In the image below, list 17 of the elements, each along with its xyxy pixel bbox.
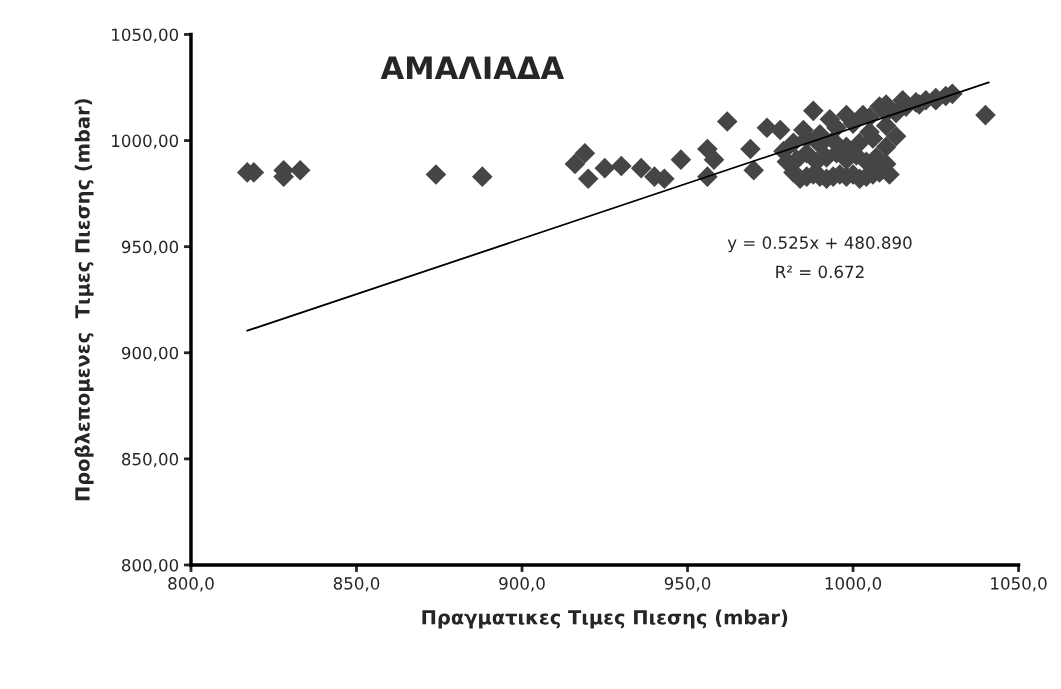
text: ΑΜΑΛΙΑΔΑ: [380, 56, 565, 79]
x-tick-label: 950,0: [664, 577, 711, 592]
y-tick-label: 850,00: [121, 452, 179, 468]
x-tick-label: 850,0: [333, 577, 380, 592]
x-axis-title: Πραγματικες Τιμες Πιεσης (mbar): [422, 609, 788, 629]
annotation: R² = 0.672: [776, 265, 864, 279]
y-tick-label: 800,00: [121, 558, 179, 574]
x-tick-label: 900,0: [499, 577, 545, 592]
y-axis-title: Προβλεπομενες Τιμες Πιεσης (mbar): [74, 99, 94, 501]
x-tick-label: 800,0: [168, 577, 214, 592]
annotation: y = 0.525x + 480.890: [727, 236, 912, 253]
y-tick-label: 1000,00: [112, 134, 179, 149]
x-tick-label: 1050,0: [991, 577, 1047, 592]
x-tick-label: 1000,0: [825, 577, 882, 592]
y-tick-label: 900,00: [121, 346, 179, 362]
y-tick-label: 950,00: [121, 240, 179, 255]
y-tick-label: 1050,00: [112, 28, 179, 43]
